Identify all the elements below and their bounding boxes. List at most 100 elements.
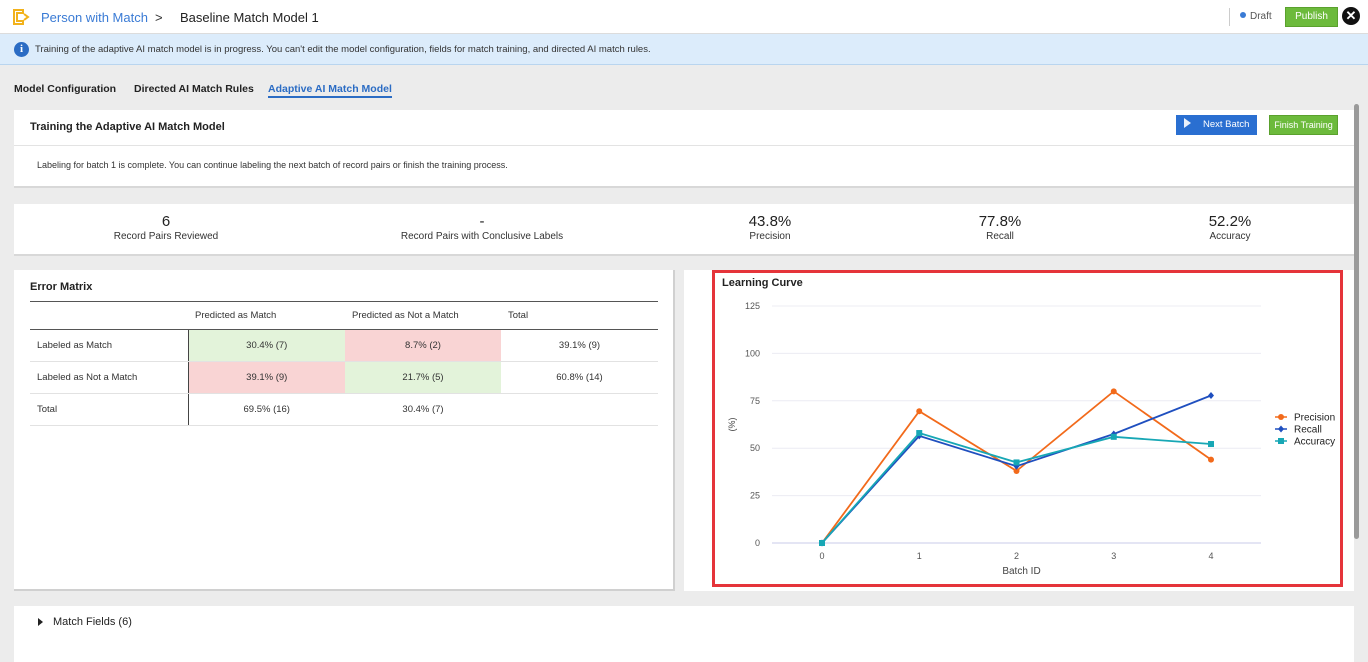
column-header: Total (501, 301, 658, 330)
data-point (1208, 441, 1214, 448)
finish-training-button[interactable]: Finish Training (1269, 115, 1338, 135)
table-cell: 69.5% (16) (188, 393, 345, 426)
x-tick-label: 4 (1208, 551, 1213, 561)
training-divider (14, 145, 1354, 146)
match-fields-section[interactable]: Match Fields (6) (14, 606, 1354, 662)
top-bar: Person with Match > Baseline Match Model… (0, 0, 1368, 34)
status-text: Draft (1250, 11, 1272, 22)
y-tick-label: 0 (755, 538, 760, 548)
error-matrix-title: Error Matrix (30, 281, 93, 293)
stat-accuracy: 52.2% Accuracy (1120, 213, 1340, 242)
table-cell: 60.8% (14) (501, 361, 658, 394)
column-header (30, 301, 188, 330)
stats-panel: 6 Record Pairs Reviewed - Record Pairs w… (14, 204, 1354, 256)
match-fields-label[interactable]: Match Fields (6) (53, 616, 132, 628)
legend-label: Precision (1294, 413, 1335, 424)
error-matrix-panel: Error Matrix Predicted as Match Predicte… (14, 270, 675, 591)
data-point (1278, 425, 1284, 433)
y-tick-label: 50 (750, 443, 760, 453)
table-cell (501, 393, 658, 426)
stat-value: 6 (161, 213, 171, 230)
table-cell: 39.1% (9) (188, 361, 345, 394)
banner-message: Training of the adaptive AI match model … (35, 44, 651, 55)
stat-value: 77.8% (978, 213, 1022, 230)
legend-label: Recall (1294, 425, 1322, 436)
column-header: Predicted as Not a Match (345, 301, 501, 330)
y-tick-label: 100 (745, 348, 760, 358)
y-axis-label: (%) (727, 418, 737, 432)
info-icon: i (14, 42, 29, 57)
tab-model-configuration[interactable]: Model Configuration (14, 83, 117, 95)
legend-label: Accuracy (1294, 437, 1335, 448)
status-badge: Draft (1240, 11, 1272, 22)
data-point (1110, 388, 1117, 395)
publish-button[interactable]: Publish (1285, 7, 1338, 27)
column-header: Predicted as Match (188, 301, 345, 330)
table-row: Labeled as Not a Match 39.1% (9) 21.7% (… (30, 361, 658, 394)
data-point (916, 430, 923, 437)
data-point (1278, 414, 1284, 420)
next-batch-label: Next Batch (1203, 119, 1250, 130)
stat-label: Record Pairs with Conclusive Labels (400, 231, 564, 242)
table-cell: 30.4% (7) (345, 393, 501, 426)
x-tick-label: 2 (1014, 551, 1019, 561)
stat-value: - (479, 213, 485, 230)
close-icon[interactable]: ✕ (1342, 7, 1360, 25)
info-banner: i Training of the adaptive AI match mode… (0, 34, 1368, 65)
expand-arrow-icon[interactable] (38, 618, 43, 626)
data-point (1208, 456, 1214, 463)
data-point (1278, 438, 1284, 444)
data-point (1110, 433, 1117, 440)
page-title: Baseline Match Model 1 (180, 10, 319, 25)
x-tick-label: 1 (917, 551, 922, 561)
row-label: Labeled as Match (30, 329, 189, 362)
chart-highlight-outline (712, 270, 1343, 587)
row-label: Labeled as Not a Match (30, 361, 189, 394)
y-tick-label: 25 (750, 491, 760, 501)
header-divider (1229, 8, 1230, 26)
training-title: Training the Adaptive AI Match Model (30, 121, 225, 133)
stat-label: Precision (749, 231, 791, 242)
stat-label: Record Pairs Reviewed (113, 231, 219, 242)
error-matrix-table: Predicted as Match Predicted as Not a Ma… (30, 301, 658, 426)
stat-recall: 77.8% Recall (890, 213, 1110, 242)
tab-directed-ai-match-rules[interactable]: Directed AI Match Rules (134, 83, 254, 95)
stat-precision: 43.8% Precision (660, 213, 880, 242)
stat-label: Recall (986, 231, 1014, 242)
table-cell: 21.7% (5) (345, 361, 501, 394)
learning-curve-panel (684, 270, 1354, 591)
series-line-accuracy (821, 432, 1212, 544)
training-panel: Training the Adaptive AI Match Model Nex… (14, 110, 1354, 188)
data-point (1013, 459, 1020, 466)
tab-adaptive-ai-match-model[interactable]: Adaptive AI Match Model (268, 83, 392, 98)
chart-title: Learning Curve (722, 277, 803, 289)
data-point (1013, 467, 1020, 474)
scrollbar[interactable] (1354, 104, 1359, 539)
status-dot-icon (1240, 12, 1246, 18)
data-point (819, 540, 825, 546)
stat-conclusive-labels: - Record Pairs with Conclusive Labels (372, 213, 592, 242)
next-batch-button[interactable]: Next Batch (1176, 115, 1257, 135)
stat-value: 43.8% (748, 213, 792, 230)
table-header-row: Predicted as Match Predicted as Not a Ma… (30, 301, 658, 330)
table-cell: 39.1% (9) (501, 329, 658, 362)
data-point (916, 408, 923, 415)
app-logo-icon (13, 9, 30, 25)
training-message: Labeling for batch 1 is complete. You ca… (37, 160, 508, 170)
table-row: Total 69.5% (16) 30.4% (7) (30, 393, 658, 426)
stat-value: 52.2% (1208, 213, 1252, 230)
learning-curve-chart: 0 25 50 75 100 125 0 1 2 3 4 Batch ID (%) PrecisionRe… (727, 301, 1335, 577)
table-cell: 8.7% (2) (345, 329, 501, 362)
x-tick-label: 3 (1111, 551, 1116, 561)
breadcrumb-parent-link[interactable]: Person with Match (41, 10, 148, 25)
row-label: Total (30, 393, 189, 426)
x-axis-label: Batch ID (1002, 566, 1040, 577)
y-tick-label: 75 (750, 396, 760, 406)
stat-record-pairs-reviewed: 6 Record Pairs Reviewed (56, 213, 276, 242)
breadcrumb-separator: > (155, 10, 163, 25)
table-row: Labeled as Match 30.4% (7) 8.7% (2) 39.1… (30, 329, 658, 362)
y-tick-label: 125 (745, 301, 760, 311)
table-cell: 30.4% (7) (188, 329, 345, 362)
data-point (1208, 391, 1214, 399)
stat-label: Accuracy (1209, 231, 1251, 242)
